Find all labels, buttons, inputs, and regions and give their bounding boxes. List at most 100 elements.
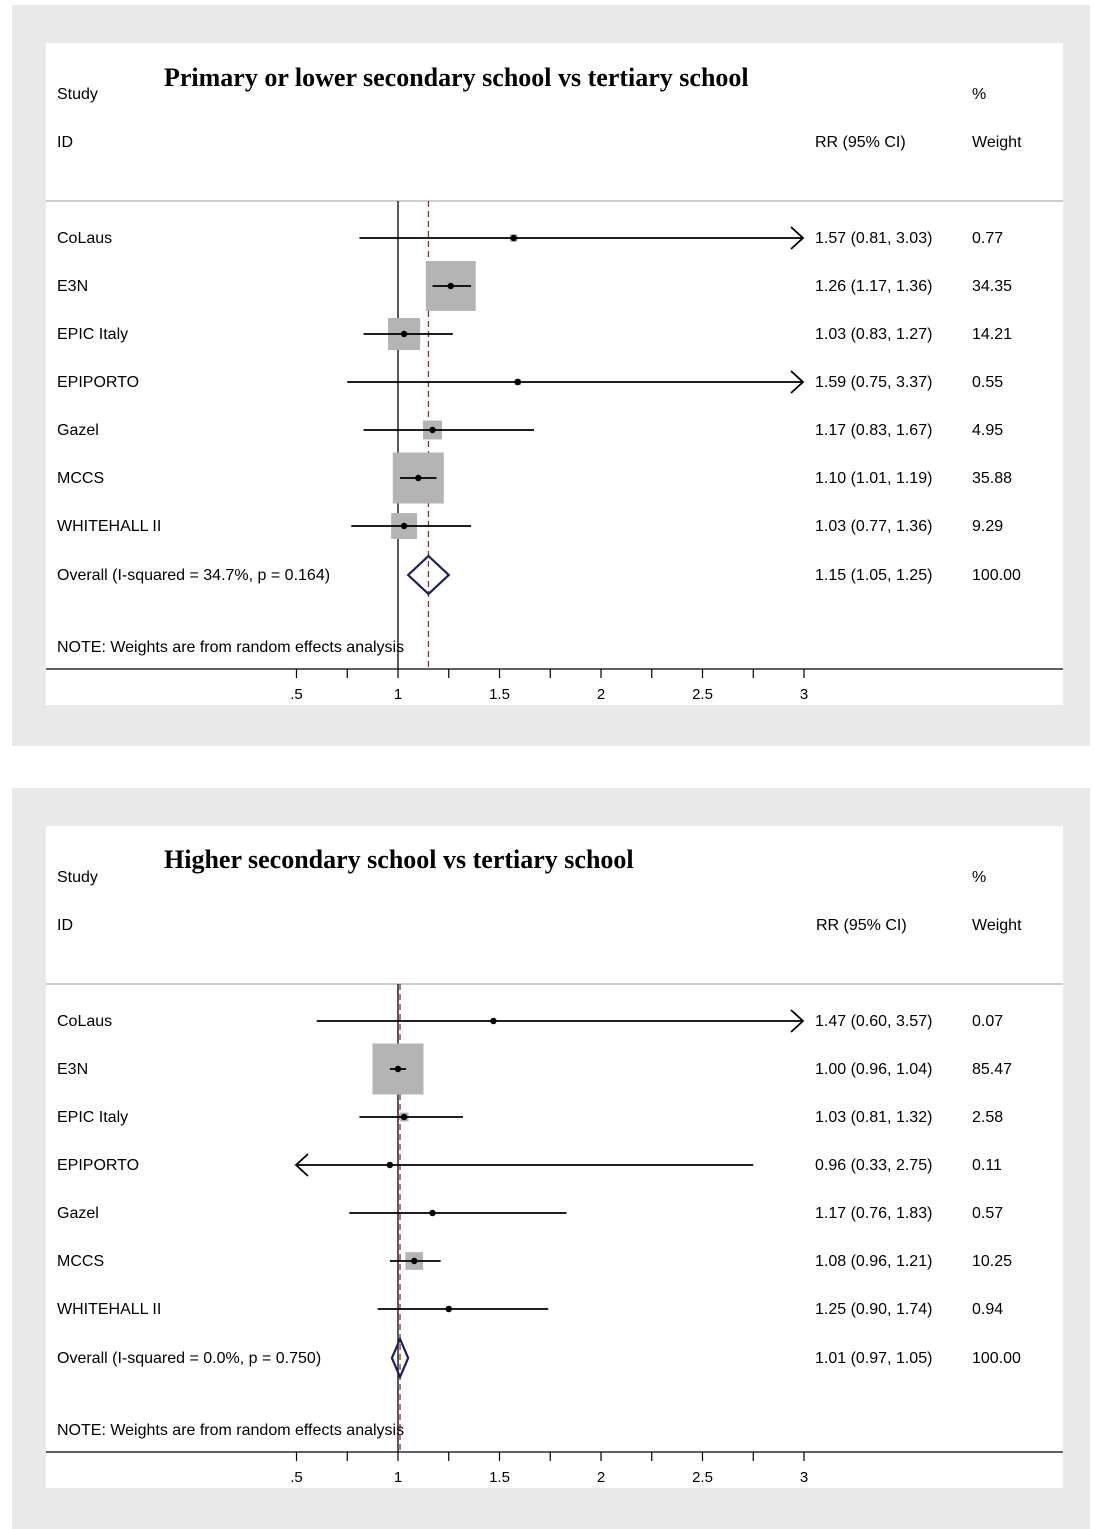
study-label: E3N [57,1061,88,1078]
study-weight: 34.35 [972,278,1012,295]
header-rr: RR (95% CI) [816,917,907,934]
study-rr-ci: 1.03 (0.77, 1.36) [815,518,932,535]
note-text: NOTE: Weights are from random effects an… [57,1422,404,1439]
study-label: MCCS [57,1253,104,1270]
header-pct: % [972,869,986,886]
study-label: MCCS [57,470,104,487]
point-estimate [447,282,454,290]
x-tick-label: 1 [394,686,402,703]
x-tick-label: 1 [394,1469,402,1486]
point-estimate [400,1113,408,1121]
plot-area-1 [46,43,1063,705]
study-label: WHITEHALL II [57,1301,161,1318]
point-estimate [415,474,422,482]
study-rr-ci: 1.03 (0.83, 1.27) [815,326,932,343]
study-rr-ci: 1.25 (0.90, 1.74) [815,1301,932,1318]
point-estimate [394,1065,402,1073]
x-tick-label: 1.5 [489,1469,510,1486]
x-tick-label: 3 [800,1469,808,1486]
study-weight: 0.07 [972,1013,1003,1030]
study-rr-ci: 1.57 (0.81, 3.03) [815,230,932,247]
x-tick-label: 2.5 [692,686,713,703]
plot-area-2 [46,826,1063,1488]
study-weight: 0.57 [972,1205,1003,1222]
point-estimate [400,522,408,530]
forest-panel-1 [12,5,1090,746]
ci-arrow-right [790,226,805,250]
study-weight: 0.11 [972,1157,1002,1174]
header-weight: Weight [972,134,1022,151]
study-label: WHITEHALL II [57,518,161,535]
study-rr-ci: 1.17 (0.76, 1.83) [815,1205,932,1222]
study-label: EPIC Italy [57,326,128,343]
forest-panel-2 [12,788,1090,1529]
study-weight: 0.55 [972,374,1003,391]
header-id: ID [57,917,73,934]
study-label: EPIC Italy [57,1109,128,1126]
x-tick-label: 2 [597,686,605,703]
point-estimate [386,1161,394,1169]
study-label: E3N [57,278,88,295]
study-rr-ci: 1.08 (0.96, 1.21) [815,1253,932,1270]
ci-arrow-left [294,1153,309,1177]
header-study: Study [57,869,98,886]
ci-arrow-right [790,1009,805,1033]
study-weight: 2.58 [972,1109,1003,1126]
study-label: EPIPORTO [57,374,139,391]
study-label: CoLaus [57,230,112,247]
ci-arrow-right [790,370,805,394]
point-estimate [429,426,436,434]
header-rr: RR (95% CI) [815,134,906,151]
study-label: EPIPORTO [57,1157,139,1174]
study-rr-ci: 1.26 (1.17, 1.36) [815,278,932,295]
study-weight: 0.94 [972,1301,1003,1318]
overall-label: Overall (I-squared = 34.7%, p = 0.164) [57,567,330,584]
overall-rr-ci: 1.01 (0.97, 1.05) [815,1350,932,1367]
point-estimate [514,378,521,386]
x-tick-label: 2.5 [692,1469,713,1486]
chart-title: Primary or lower secondary school vs ter… [164,63,749,92]
study-rr-ci: 1.10 (1.01, 1.19) [815,470,932,487]
x-tick-label: .5 [290,686,303,703]
point-estimate [510,234,517,242]
study-weight: 4.95 [972,422,1003,439]
study-weight: 35.88 [972,470,1012,487]
header-weight: Weight [972,917,1022,934]
point-estimate [490,1017,497,1025]
study-label: CoLaus [57,1013,112,1030]
point-estimate [411,1257,418,1265]
study-rr-ci: 1.03 (0.81, 1.32) [815,1109,932,1126]
overall-rr-ci: 1.15 (1.05, 1.25) [815,567,932,584]
study-rr-ci: 1.00 (0.96, 1.04) [815,1061,932,1078]
study-rr-ci: 1.17 (0.83, 1.67) [815,422,932,439]
header-pct: % [972,86,986,103]
point-estimate [400,330,408,338]
point-estimate [445,1305,452,1313]
x-tick-label: .5 [290,1469,303,1486]
study-rr-ci: 1.47 (0.60, 3.57) [815,1013,932,1030]
overall-diamond [406,554,451,596]
study-weight: 14.21 [972,326,1012,343]
overall-diamond [390,1336,410,1380]
header-id: ID [57,134,73,151]
x-tick-label: 3 [800,686,808,703]
x-tick-label: 2 [597,1469,605,1486]
overall-weight: 100.00 [972,1350,1021,1367]
study-rr-ci: 0.96 (0.33, 2.75) [815,1157,932,1174]
forest-marks-2: .5 1 1.5 2 2.5 3 CoLaus 1.47 (0.60, 3.57) 0.07 E3… [46,983,1063,1486]
study-label: Gazel [57,1205,99,1222]
study-weight: 10.25 [972,1253,1012,1270]
chart-title: Higher secondary school vs tertiary scho… [164,845,634,874]
study-weight: 9.29 [972,518,1003,535]
header-study: Study [57,86,98,103]
point-estimate [429,1209,436,1217]
overall-weight: 100.00 [972,567,1021,584]
note-text: NOTE: Weights are from random effects an… [57,639,404,656]
x-tick-label: 1.5 [489,686,510,703]
overall-label: Overall (I-squared = 0.0%, p = 0.750) [57,1350,321,1367]
study-weight: 0.77 [972,230,1003,247]
study-label: Gazel [57,422,99,439]
study-rr-ci: 1.59 (0.75, 3.37) [815,374,932,391]
forest-marks-1: .5 1 1.5 2 2.5 3 CoLaus 1.57 (0.81, 3.03) 0.77 E3… [46,200,1063,703]
